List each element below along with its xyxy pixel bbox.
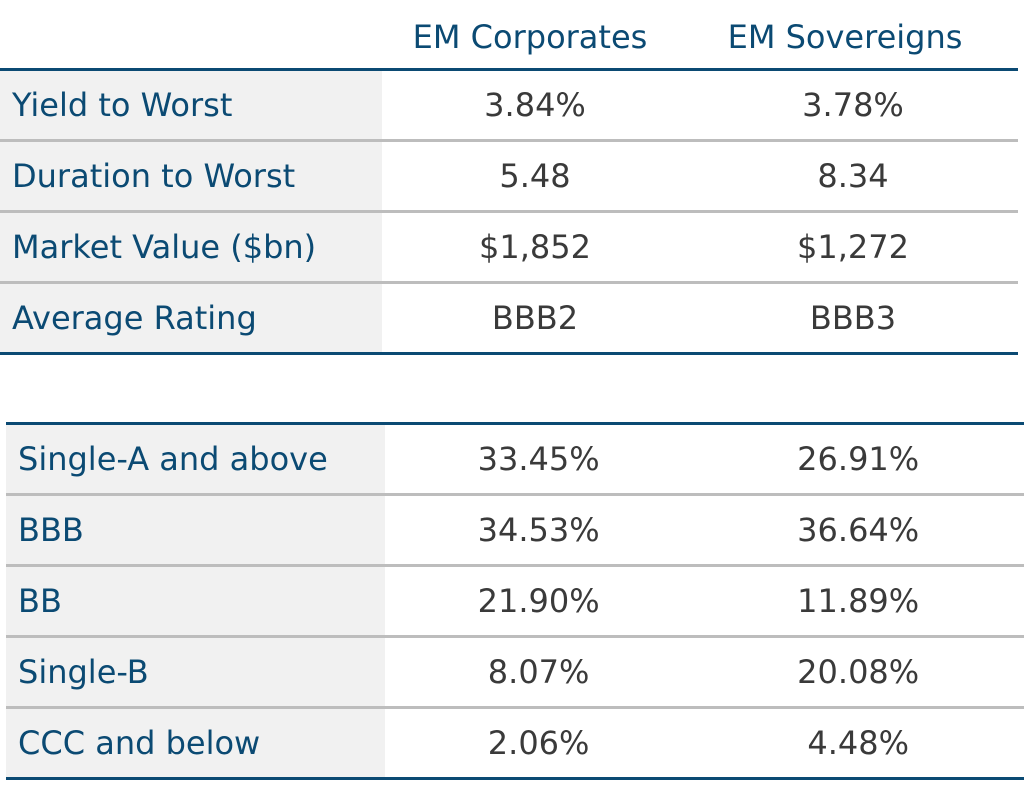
row-label: Single-B [6, 636, 385, 709]
row-label: BBB [6, 494, 385, 567]
sovereigns-value: BBB3 [688, 282, 1018, 354]
column-header-em-corporates: EM Corporates [412, 18, 648, 56]
sovereigns-value: 3.78% [688, 69, 1018, 142]
corporates-value: BBB2 [382, 282, 688, 354]
sovereigns-value: 11.89% [692, 565, 1024, 638]
sovereigns-value: $1,272 [688, 211, 1018, 284]
rating-breakdown-table: Single-A and above 33.45% 26.91% BBB 34.… [6, 422, 1024, 780]
sovereigns-value: 4.48% [692, 707, 1024, 779]
table-row: Duration to Worst 5.48 8.34 [0, 140, 1018, 213]
sovereigns-value: 26.91% [692, 423, 1024, 496]
table-row: BBB 34.53% 36.64% [6, 494, 1024, 567]
sovereigns-value: 36.64% [692, 494, 1024, 567]
table-row: Single-A and above 33.45% 26.91% [6, 423, 1024, 496]
row-label: Duration to Worst [0, 140, 382, 213]
corporates-value: $1,852 [382, 211, 688, 284]
column-header-row: EM Corporates EM Sovereigns [0, 0, 1024, 68]
row-label: Yield to Worst [0, 69, 382, 142]
table-row: Single-B 8.07% 20.08% [6, 636, 1024, 709]
summary-table: Yield to Worst 3.84% 3.78% Duration to W… [0, 68, 1018, 355]
sovereigns-value: 8.34 [688, 140, 1018, 213]
column-header-em-sovereigns: EM Sovereigns [727, 18, 963, 56]
corporates-value: 8.07% [384, 636, 693, 709]
row-label: Average Rating [0, 282, 382, 354]
sovereigns-value: 20.08% [692, 636, 1024, 709]
corporates-value: 5.48 [382, 140, 688, 213]
table-row: CCC and below 2.06% 4.48% [6, 707, 1024, 779]
table-row: Market Value ($bn) $1,852 $1,272 [0, 211, 1018, 284]
row-label: Single-A and above [6, 423, 385, 496]
corporates-value: 33.45% [384, 423, 693, 496]
row-label: Market Value ($bn) [0, 211, 382, 284]
table-row: Yield to Worst 3.84% 3.78% [0, 69, 1018, 142]
corporates-value: 21.90% [384, 565, 693, 638]
table-row: Average Rating BBB2 BBB3 [0, 282, 1018, 354]
corporates-value: 3.84% [382, 69, 688, 142]
corporates-value: 34.53% [384, 494, 693, 567]
row-label: CCC and below [6, 707, 385, 779]
corporates-value: 2.06% [384, 707, 693, 779]
table-row: BB 21.90% 11.89% [6, 565, 1024, 638]
row-label: BB [6, 565, 385, 638]
